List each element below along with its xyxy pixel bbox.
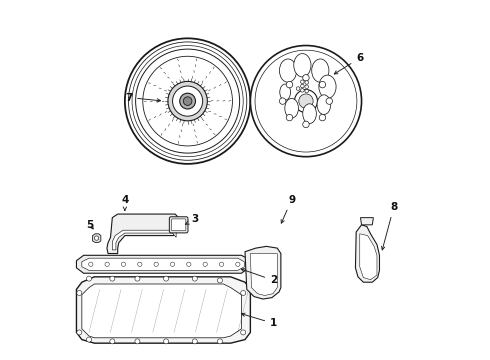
Circle shape (138, 262, 142, 266)
Circle shape (110, 339, 115, 344)
Circle shape (286, 81, 293, 88)
Polygon shape (361, 218, 373, 225)
Circle shape (135, 276, 140, 281)
Circle shape (300, 80, 304, 84)
Polygon shape (245, 246, 281, 299)
Circle shape (164, 276, 169, 281)
Circle shape (180, 93, 196, 109)
Circle shape (143, 56, 232, 146)
Circle shape (128, 42, 247, 160)
Text: 5: 5 (86, 220, 94, 230)
Circle shape (255, 50, 357, 152)
Circle shape (135, 339, 140, 344)
Circle shape (250, 45, 362, 157)
Polygon shape (355, 225, 379, 282)
Polygon shape (82, 258, 245, 270)
Circle shape (154, 262, 158, 266)
Circle shape (168, 81, 207, 121)
Text: 3: 3 (186, 215, 198, 224)
Circle shape (300, 84, 304, 88)
Circle shape (305, 85, 309, 89)
Text: 4: 4 (121, 195, 128, 211)
Ellipse shape (303, 104, 317, 123)
Ellipse shape (285, 98, 298, 118)
Circle shape (303, 75, 309, 81)
Circle shape (203, 262, 207, 266)
Ellipse shape (319, 75, 336, 98)
Polygon shape (93, 234, 101, 242)
Polygon shape (76, 277, 250, 343)
Circle shape (183, 97, 192, 105)
Circle shape (279, 98, 286, 104)
Circle shape (326, 98, 333, 104)
Circle shape (305, 89, 309, 93)
Text: 1: 1 (242, 313, 277, 328)
Text: 7: 7 (125, 93, 161, 103)
Text: 9: 9 (281, 195, 295, 223)
Circle shape (87, 337, 92, 342)
Circle shape (241, 330, 245, 335)
Circle shape (218, 339, 222, 344)
Ellipse shape (280, 84, 291, 100)
Circle shape (77, 291, 82, 296)
Ellipse shape (312, 59, 329, 82)
Circle shape (299, 94, 313, 108)
Polygon shape (82, 284, 242, 338)
Polygon shape (250, 253, 277, 296)
Circle shape (300, 89, 304, 92)
Circle shape (286, 114, 293, 121)
Circle shape (87, 276, 92, 281)
Circle shape (171, 262, 174, 266)
Polygon shape (360, 234, 377, 280)
FancyBboxPatch shape (172, 219, 186, 231)
Circle shape (122, 262, 125, 266)
Circle shape (296, 87, 300, 90)
Circle shape (294, 90, 318, 113)
Circle shape (218, 278, 222, 283)
Circle shape (236, 262, 240, 266)
Circle shape (95, 236, 98, 240)
Text: 6: 6 (334, 53, 364, 74)
Circle shape (305, 81, 309, 84)
Circle shape (136, 49, 240, 153)
Circle shape (132, 45, 243, 157)
Circle shape (110, 276, 115, 281)
Ellipse shape (317, 95, 331, 114)
Circle shape (125, 39, 250, 164)
Circle shape (319, 81, 326, 88)
Circle shape (220, 262, 223, 266)
Circle shape (319, 114, 326, 121)
Ellipse shape (279, 59, 296, 82)
Circle shape (89, 262, 93, 266)
Polygon shape (76, 255, 248, 273)
Circle shape (303, 121, 309, 128)
Circle shape (77, 330, 82, 335)
Text: 2: 2 (242, 269, 277, 285)
Circle shape (105, 262, 109, 266)
Circle shape (187, 262, 191, 266)
Ellipse shape (294, 54, 311, 77)
Polygon shape (107, 214, 179, 253)
Circle shape (172, 86, 203, 116)
Circle shape (164, 339, 169, 344)
Text: 8: 8 (382, 202, 397, 250)
Circle shape (241, 291, 245, 296)
Circle shape (192, 276, 197, 281)
Circle shape (192, 339, 197, 344)
Polygon shape (112, 230, 176, 250)
FancyBboxPatch shape (170, 217, 188, 233)
